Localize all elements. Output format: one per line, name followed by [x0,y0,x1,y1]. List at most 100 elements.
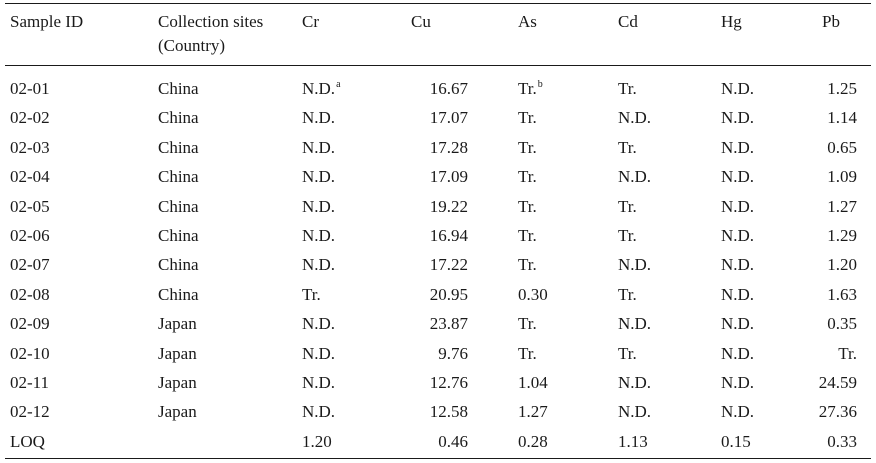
cell-pb-value: 1.27 [827,196,857,216]
header-collection-sites-line1: Collection sites [158,12,264,31]
cell-cu-value: 12.58 [429,402,468,422]
table-row: 02-05 China N.D. 19.22 Tr. Tr. N.D. 1.27 [0,192,876,221]
cell-as-value: Tr. [518,137,537,157]
cell-sample-id-value: 02-07 [10,255,50,275]
cell-sample-id-value: 02-06 [10,226,50,245]
cell-cu: 9.76 [400,339,468,368]
cell-hg-value: N.D. [721,108,755,128]
cell-cd-value: Tr. [618,284,637,304]
cell-collection-site: China [158,280,199,309]
cell-cu-value: 17.22 [429,255,468,275]
cell-hg-value: N.D. [721,167,755,187]
cell-cu: 12.76 [400,368,468,397]
cell-collection-site-value: Japan [158,402,197,422]
footnote-marker: a [336,79,341,90]
cell-hg-value: N.D. [721,343,755,363]
cell-sample-id: 02-06 [10,221,50,250]
cell-pb: 1.25 [798,74,857,103]
cell-sample-id: 02-07 [10,250,50,279]
cell-sample-id: 02-12 [10,397,50,426]
cell-cr-value: N.D. [302,167,336,187]
table-row: 02-10 Japan N.D. 9.76 Tr. Tr. N.D. Tr. [0,339,876,368]
cell-as: Tr. [518,250,537,279]
cell-cd-value: Tr. [618,226,637,245]
cell-as-value: Tr. [518,314,537,334]
table-row: 02-02 China N.D. 17.07 Tr. N.D. N.D. 1.14 [0,103,876,132]
cell-sample-id-value: 02-11 [10,373,50,392]
cell-hg-value: N.D. [721,402,755,422]
cell-sample-id: LOQ [10,427,45,456]
header-cr: Cr [302,12,319,31]
cell-as-value: Tr. [518,226,537,245]
header-hg: Hg [721,12,742,31]
cell-cd: 1.13 [618,427,648,456]
cell-cr-value: Tr. [302,284,321,304]
cell-cr: N.D. [302,192,335,221]
cell-sample-id-value: 02-05 [10,196,50,216]
cell-cd-value: Tr. [618,196,637,216]
cell-cu-value: 19.22 [429,196,468,216]
cell-hg: 0.15 [721,427,751,456]
cell-cr-value: N.D. [302,373,336,392]
cell-cd: N.D. [618,162,651,191]
cell-cu: 23.87 [400,309,468,338]
cell-pb-value: 1.25 [827,79,857,98]
cell-cd-value: N.D. [618,108,652,128]
cell-hg-value: N.D. [721,373,755,392]
cell-pb-value: 1.63 [827,284,857,304]
table-row: 02-07 China N.D. 17.22 Tr. N.D. N.D. 1.20 [0,250,876,279]
cell-cr: N.D.a [302,74,341,106]
cell-collection-site: Japan [158,368,197,397]
cell-cu: 20.95 [400,280,468,309]
cell-hg: N.D. [721,368,754,397]
cell-sample-id-value: 02-09 [10,314,50,334]
cell-cd: Tr. [618,133,637,162]
cell-cd-value: N.D. [618,314,652,334]
cell-cr: N.D. [302,133,335,162]
cell-collection-site: China [158,250,199,279]
cell-as: Tr.b [518,74,543,106]
cell-cu-value: 17.28 [429,137,468,157]
cell-collection-site-value: China [158,255,199,275]
cell-pb-value: 0.35 [827,314,857,334]
cell-cd-value: Tr. [618,79,637,98]
cell-sample-id-value: 02-01 [10,79,50,98]
cell-sample-id-value: 02-02 [10,108,50,128]
cell-hg-value: N.D. [721,255,755,275]
cell-pb-value: 24.59 [818,373,857,392]
cell-collection-site-value: China [158,137,199,157]
cell-cr: N.D. [302,250,335,279]
cell-cd-value: Tr. [618,137,637,157]
cell-collection-site-value: Japan [158,314,197,334]
cell-as: 1.27 [518,397,548,426]
cell-cd: N.D. [618,103,651,132]
cell-cd: Tr. [618,74,637,103]
cell-sample-id: 02-09 [10,309,50,338]
cell-cu: 16.94 [400,221,468,250]
cell-cu-value: 16.94 [429,226,468,245]
cell-cu-value: 17.07 [429,108,468,128]
cell-pb: 1.09 [798,162,857,191]
cell-hg-value: N.D. [721,137,755,157]
cell-as: Tr. [518,221,537,250]
cell-collection-site: China [158,103,199,132]
cell-sample-id: 02-02 [10,103,50,132]
cell-as-value: Tr. [518,79,537,98]
cell-cu: 12.58 [400,397,468,426]
cell-cr-value: N.D. [302,402,336,422]
cell-cu: 16.67 [400,74,468,103]
cell-pb: 0.35 [798,309,857,338]
cell-cr-value: N.D. [302,314,336,334]
cell-as-value: Tr. [518,196,537,216]
cell-hg: N.D. [721,250,754,279]
cell-hg: N.D. [721,74,754,103]
cell-sample-id: 02-11 [10,368,49,397]
cell-cr: N.D. [302,368,335,397]
cell-hg-value: N.D. [721,196,755,216]
cell-sample-id: 02-03 [10,133,50,162]
table-top-rule [5,3,871,4]
cell-hg: N.D. [721,280,754,309]
cell-pb-value: Tr. [838,343,857,363]
cell-cd: Tr. [618,339,637,368]
cell-collection-site: China [158,162,199,191]
